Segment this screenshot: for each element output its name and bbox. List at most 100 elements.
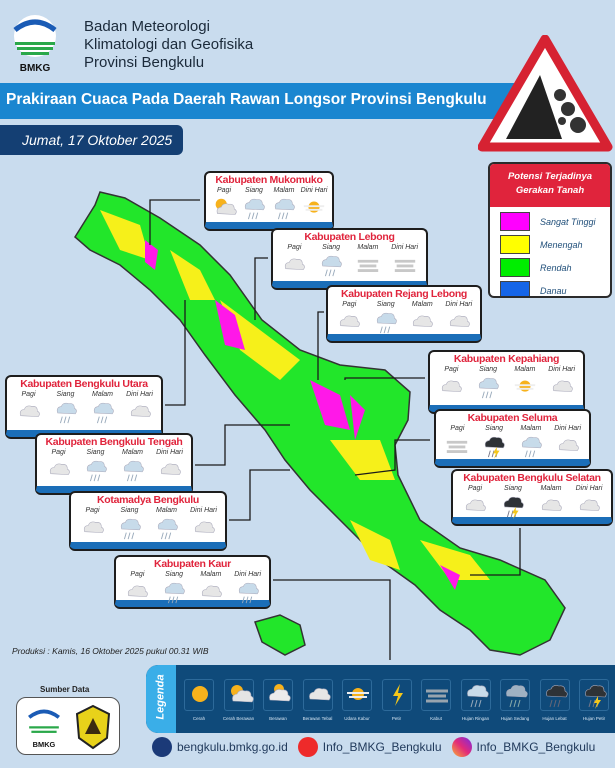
- forecast-period: Malam: [269, 187, 299, 221]
- district-name: Kabupaten Bengkulu Utara: [20, 378, 148, 390]
- period-label: Dini Hari: [391, 244, 419, 251]
- globe-icon: [152, 737, 172, 757]
- district-name: Kabupaten Bengkulu Tengah: [45, 436, 183, 448]
- district-name: Kabupaten Seluma: [467, 412, 558, 424]
- forecast-period: Siang: [47, 391, 84, 425]
- potential-legend-title: Potensi Terjadinya Gerakan Tanah: [490, 164, 610, 207]
- forecast-period: Siang: [77, 449, 114, 483]
- forecast-period: Malam: [513, 425, 550, 459]
- legend-label: Udara Kabur: [344, 716, 370, 721]
- period-label: Siang: [165, 571, 184, 578]
- data-source-logos: BMKG: [16, 697, 120, 755]
- district-forecast-panel: Kotamadya Bengkulu Pagi Siang Malam Dini Har…: [69, 491, 227, 549]
- hujan-sedang-icon: [506, 685, 528, 708]
- forecast-period: Dini Hari: [441, 301, 478, 335]
- hujan-petir-icon: [485, 436, 505, 459]
- legend-item: [381, 679, 412, 711]
- hujan-ringan-icon: [165, 582, 185, 604]
- production-timestamp: Produksi : Kamis, 16 Oktober 2025 pukul …: [12, 646, 209, 656]
- legend-label: Cerah: [192, 716, 206, 721]
- forecast-period: Pagi: [10, 391, 47, 425]
- kabut-icon: [357, 259, 379, 272]
- period-label: Malam: [514, 366, 536, 373]
- berawan-tebal-icon: [194, 521, 215, 533]
- potential-legend-item: Danau: [500, 281, 610, 296]
- district-forecast-panel: Kabupaten Lebong Pagi Siang Malam Dini Hari: [271, 228, 428, 288]
- legend-item: [184, 679, 214, 711]
- youtube-link[interactable]: Info_BMKG_Bengkulu: [322, 740, 442, 754]
- org-line: Badan Meteorologi: [84, 18, 210, 35]
- district-forecast-panel: Kabupaten Kepahiang Pagi Siang Malam Dini Ha…: [428, 350, 585, 412]
- province-map: [74, 191, 566, 660]
- period-label: Dini Hari: [190, 507, 217, 514]
- potential-color-swatch: [500, 258, 530, 277]
- period-label: Siang: [485, 425, 504, 432]
- period-label: Malam: [520, 425, 542, 432]
- footer-contacts: bengkulu.bmkg.go.id Info_BMKG_Bengkulu I…: [152, 737, 595, 757]
- org-line: Klimatologi dan Geofisika: [84, 36, 254, 53]
- berawan-tebal-icon: [130, 405, 151, 417]
- forecast-period: Dini Hari: [299, 187, 329, 221]
- period-label: Pagi: [85, 507, 100, 514]
- potential-color-swatch: [500, 212, 530, 231]
- forecast-period: Dini Hari: [549, 425, 586, 459]
- period-label: Pagi: [21, 391, 36, 398]
- period-label: Siang: [479, 366, 498, 373]
- forecast-period: Malam: [148, 507, 185, 541]
- forecast-period: Pagi: [456, 485, 494, 519]
- legend-item: [421, 679, 451, 711]
- legend-label: Hujan Lebat: [542, 716, 567, 721]
- svg-text:BMKG: BMKG: [20, 63, 51, 74]
- district-forecast-panel: Kabupaten Seluma Pagi Siang Malam Dini Hari: [434, 409, 591, 466]
- hujan-ringan-icon: [274, 198, 295, 220]
- period-label: Dini Hari: [445, 301, 473, 308]
- forecast-period: Siang: [368, 301, 405, 335]
- period-label: Siang: [56, 391, 75, 398]
- forecast-period: Malam: [114, 449, 151, 483]
- period-label: Siang: [120, 507, 139, 514]
- legend-label: Hujan Petir: [582, 716, 606, 721]
- website-link[interactable]: bengkulu.bmkg.go.id: [177, 740, 288, 754]
- forecast-period: Pagi: [276, 244, 313, 278]
- forecast-period: Dini Hari: [570, 485, 608, 519]
- provincial-emblem: [75, 704, 111, 750]
- period-label: Malam: [540, 485, 562, 492]
- forecast-period: Dini Hari: [121, 391, 158, 425]
- district-forecast-panel: Kabupaten Bengkulu Utara Pagi Siang Malam Di…: [5, 375, 163, 437]
- forecast-period: Pagi: [433, 366, 470, 400]
- legend-item: [342, 679, 372, 711]
- hujan-petir-icon: [585, 685, 607, 709]
- forecast-period: Siang: [111, 507, 148, 541]
- potential-label: Sangat Tinggi: [540, 216, 596, 227]
- petir-icon: [392, 684, 403, 706]
- berawan-tebal-icon: [552, 380, 573, 392]
- period-label: Siang: [245, 187, 263, 194]
- period-label: Siang: [504, 485, 522, 492]
- legend-item: [579, 679, 609, 711]
- legend-label: Hujan Ringan: [461, 716, 490, 721]
- udara-kabur-icon: [303, 201, 325, 213]
- instagram-link[interactable]: Info_BMKG_Bengkulu: [476, 740, 596, 754]
- district-forecast-panel: Kabupaten Rejang Lebong Pagi Siang Malam Din…: [326, 285, 482, 341]
- landslide-warning-icon: [478, 35, 613, 152]
- period-label: Pagi: [287, 244, 302, 251]
- forecast-date: Jumat, 17 Oktober 2025: [0, 125, 183, 155]
- cerah-berawan-icon: [230, 685, 254, 703]
- forecast-period: Malam: [532, 485, 570, 519]
- legend-label: Kabut: [430, 716, 442, 721]
- forecast-period: Malam: [84, 391, 121, 425]
- forecast-period: Pagi: [439, 425, 476, 459]
- period-label: Malam: [91, 391, 113, 398]
- district-forecast-panel: Kabupaten Bengkulu Tengah Pagi Siang Malam D…: [35, 433, 193, 493]
- legend-label: Berawan Tebal: [302, 716, 333, 721]
- legend-item: [500, 679, 530, 711]
- berawan-tebal-icon: [160, 463, 181, 475]
- period-label: Pagi: [216, 187, 231, 194]
- period-label: Pagi: [342, 301, 357, 308]
- period-label: Pagi: [467, 485, 482, 492]
- forecast-period: Siang: [470, 366, 507, 400]
- district-name: Kabupaten Kaur: [154, 558, 231, 570]
- hujan-petir-icon: [503, 496, 524, 519]
- forecast-period: Dini Hari: [185, 507, 222, 541]
- berawan-tebal-icon: [413, 315, 433, 327]
